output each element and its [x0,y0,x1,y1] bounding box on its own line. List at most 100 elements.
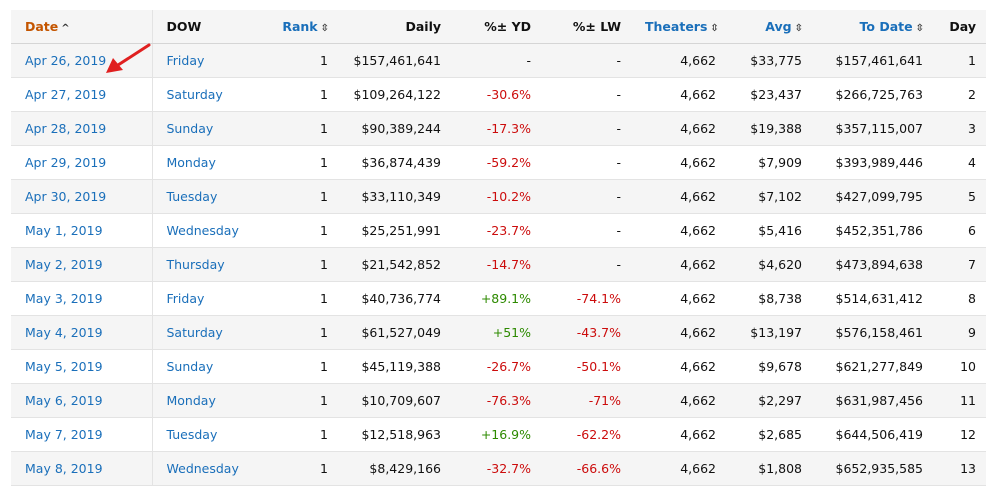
rank-column-header[interactable]: Rank ⇳ [258,10,338,44]
todate-cell: $652,935,585 [812,451,933,486]
date-link[interactable]: May 1, 2019 [25,223,103,238]
lw-cell: - [541,43,631,78]
date-cell[interactable]: May 7, 2019 [11,417,153,452]
date-link[interactable]: May 5, 2019 [25,359,103,374]
date-cell[interactable]: May 6, 2019 [11,383,153,418]
rank-cell: 1 [258,383,338,418]
date-link[interactable]: Apr 27, 2019 [25,87,107,102]
rank-cell: 1 [258,43,338,78]
date-cell[interactable]: May 2, 2019 [11,247,153,282]
dow-cell[interactable]: Tuesday [152,179,258,214]
table-row: Apr 27, 2019 Saturday 1 $109,264,122 -30.6% -… [11,77,986,112]
dow-cell[interactable]: Friday [152,43,258,78]
dow-link[interactable]: Sunday [166,359,214,374]
date-column-header[interactable]: Date ^ [11,10,153,44]
yd-cell: -10.2% [451,179,541,214]
day-cell: 6 [933,213,986,248]
rank-header-label: Rank [282,19,318,34]
date-link[interactable]: Apr 26, 2019 [25,53,107,68]
day-cell: 8 [933,281,986,316]
day-cell: 2 [933,77,986,112]
dow-link[interactable]: Friday [166,53,205,68]
theaters-cell: 4,662 [631,315,726,350]
yd-cell: -23.7% [451,213,541,248]
date-link[interactable]: May 3, 2019 [25,291,103,306]
yd-cell: -26.7% [451,349,541,384]
dow-link[interactable]: Sunday [166,121,214,136]
todate-cell: $452,351,786 [812,213,933,248]
rank-cell: 1 [258,213,338,248]
dow-link[interactable]: Tuesday [166,427,218,442]
date-header-label: Date [25,19,59,34]
rank-cell: 1 [258,111,338,146]
lw-cell: -62.2% [541,417,631,452]
dow-cell[interactable]: Saturday [152,315,258,350]
dow-link[interactable]: Wednesday [166,223,239,238]
todate-column-header[interactable]: To Date ⇳ [812,10,933,44]
date-link[interactable]: May 7, 2019 [25,427,103,442]
avg-column-header[interactable]: Avg ⇳ [726,10,812,44]
dow-link[interactable]: Wednesday [166,461,239,476]
dow-cell[interactable]: Thursday [152,247,258,282]
day-cell: 7 [933,247,986,282]
lw-cell: - [541,145,631,180]
dow-link[interactable]: Saturday [166,325,223,340]
table-body: Apr 26, 2019 Friday 1 $157,461,641- -4,662 $3… [11,43,986,486]
date-cell[interactable]: Apr 29, 2019 [11,145,153,180]
date-cell[interactable]: May 8, 2019 [11,451,153,486]
todate-header-label: To Date [859,19,913,34]
dow-cell[interactable]: Wednesday [152,451,258,486]
rank-cell: 1 [258,179,338,214]
dow-cell[interactable]: Saturday [152,77,258,112]
dow-cell[interactable]: Tuesday [152,417,258,452]
rank-cell: 1 [258,315,338,350]
rank-cell: 1 [258,145,338,180]
dow-link[interactable]: Saturday [166,87,223,102]
sort-updown-icon: ⇳ [915,23,924,34]
dow-cell[interactable]: Friday [152,281,258,316]
date-link[interactable]: May 6, 2019 [25,393,103,408]
dow-link[interactable]: Tuesday [166,189,218,204]
dow-link[interactable]: Monday [166,393,216,408]
table-row: May 7, 2019 Tuesday 1 $12,518,963 +16.9% -62.… [11,417,986,452]
theaters-cell: 4,662 [631,145,726,180]
day-cell: 3 [933,111,986,146]
date-link[interactable]: May 4, 2019 [25,325,103,340]
day-cell: 10 [933,349,986,384]
day-cell: 5 [933,179,986,214]
daily-cell: $90,389,244 [338,111,451,146]
dow-cell[interactable]: Monday [152,145,258,180]
rank-cell: 1 [258,281,338,316]
date-cell[interactable]: Apr 27, 2019 [11,77,153,112]
dow-cell[interactable]: Sunday [152,111,258,146]
avg-cell: $7,909 [726,145,812,180]
date-cell[interactable]: May 3, 2019 [11,281,153,316]
todate-cell: $514,631,412 [812,281,933,316]
theaters-column-header[interactable]: Theaters ⇳ [631,10,726,44]
date-link[interactable]: May 2, 2019 [25,257,103,272]
date-cell[interactable]: May 4, 2019 [11,315,153,350]
dow-cell[interactable]: Monday [152,383,258,418]
date-cell[interactable]: Apr 26, 2019 [11,43,153,78]
day-header-label: Day [949,19,976,34]
date-cell[interactable]: Apr 28, 2019 [11,111,153,146]
date-cell[interactable]: Apr 30, 2019 [11,179,153,214]
dow-cell[interactable]: Sunday [152,349,258,384]
date-link[interactable]: Apr 28, 2019 [25,121,107,136]
dow-link[interactable]: Thursday [166,257,225,272]
yd-cell: -30.6% [451,77,541,112]
date-cell[interactable]: May 5, 2019 [11,349,153,384]
date-link[interactable]: Apr 30, 2019 [25,189,107,204]
dow-link[interactable]: Friday [166,291,205,306]
dow-cell[interactable]: Wednesday [152,213,258,248]
yd-cell: - [451,43,541,78]
theaters-cell: 4,662 [631,179,726,214]
date-link[interactable]: Apr 29, 2019 [25,155,107,170]
date-link[interactable]: May 8, 2019 [25,461,103,476]
avg-cell: $2,685 [726,417,812,452]
daily-cell: $45,119,388 [338,349,451,384]
theaters-cell: 4,662 [631,111,726,146]
dow-link[interactable]: Monday [166,155,216,170]
day-cell: 4 [933,145,986,180]
date-cell[interactable]: May 1, 2019 [11,213,153,248]
